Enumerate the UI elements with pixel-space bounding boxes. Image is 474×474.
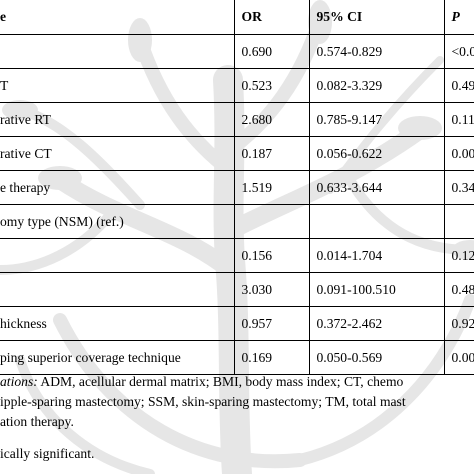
header-ci: 95% CI [308, 0, 444, 35]
table-footnote: ations: ADM, acellular dermal matrix; BM… [0, 372, 474, 464]
row-variable: rative CT [0, 136, 234, 171]
header-or: OR [233, 0, 309, 35]
table-row: e therapy 1.519 0.633-3.644 0.34 [0, 170, 474, 205]
footnote-line: ipple-sparing mastectomy; SSM, skin-spar… [0, 394, 406, 409]
row-or: 0.957 [233, 306, 309, 341]
table-row: omy type (NSM) (ref.) [0, 204, 474, 239]
row-p: 0.00 [443, 136, 474, 171]
table-row: hickness 0.957 0.372-2.462 0.92 [0, 306, 474, 341]
row-ci: 0.082-3.329 [308, 68, 444, 103]
row-p: 0.12 [443, 238, 474, 273]
row-variable: ping superior coverage technique [0, 340, 234, 375]
footnote-line: ation therapy. [0, 414, 74, 429]
row-or: 0.187 [233, 136, 309, 171]
row-ci: 0.014-1.704 [308, 238, 444, 273]
table-row: 0.690 0.574-0.829 <0.0 [0, 34, 474, 69]
abbreviations-label: ations: [0, 374, 38, 389]
row-or: 0.156 [233, 238, 309, 273]
row-or [233, 204, 309, 239]
row-variable: hickness [0, 306, 234, 341]
row-or: 1.519 [233, 170, 309, 205]
row-ci: 0.574-0.829 [308, 34, 444, 69]
footnote-line: ations: ADM, acellular dermal matrix; BM… [0, 372, 474, 392]
row-p [443, 204, 474, 239]
row-or: 0.690 [233, 34, 309, 69]
row-variable: rative RT [0, 102, 234, 137]
header-variable: e [0, 0, 234, 35]
row-ci: 0.056-0.622 [308, 136, 444, 171]
row-variable: T [0, 68, 234, 103]
row-variable [0, 34, 234, 69]
table-row: 3.030 0.091-100.510 0.48 [0, 272, 474, 307]
row-variable [0, 238, 234, 273]
table-row: rative CT 0.187 0.056-0.622 0.00 [0, 136, 474, 171]
table-row: T 0.523 0.082-3.329 0.49 [0, 68, 474, 103]
regression-results-table: e OR 95% CI P 0.690 0.574-0.829 <0.0 T 0… [0, 0, 474, 375]
row-p: 0.34 [443, 170, 474, 205]
row-variable: omy type (NSM) (ref.) [0, 204, 234, 239]
row-ci: 0.633-3.644 [308, 170, 444, 205]
row-or: 2.680 [233, 102, 309, 137]
row-ci: 0.372-2.462 [308, 306, 444, 341]
row-p: 0.48 [443, 272, 474, 307]
row-ci: 0.785-9.147 [308, 102, 444, 137]
row-ci: 0.050-0.569 [308, 340, 444, 375]
row-or: 0.523 [233, 68, 309, 103]
row-p: 0.49 [443, 68, 474, 103]
table-row: ping superior coverage technique 0.169 0… [0, 340, 474, 375]
row-or: 3.030 [233, 272, 309, 307]
row-p: <0.0 [443, 34, 474, 69]
table-row: rative RT 2.680 0.785-9.147 0.11 [0, 102, 474, 137]
row-p: 0.00 [443, 340, 474, 375]
row-variable: e therapy [0, 170, 234, 205]
row-variable [0, 272, 234, 307]
results-table-container: e OR 95% CI P 0.690 0.574-0.829 <0.0 T 0… [0, 0, 474, 375]
row-or: 0.169 [233, 340, 309, 375]
significance-note: ically significant. [0, 446, 95, 461]
header-p: P [443, 0, 474, 35]
table-row: 0.156 0.014-1.704 0.12 [0, 238, 474, 273]
row-p: 0.92 [443, 306, 474, 341]
row-ci: 0.091-100.510 [308, 272, 444, 307]
row-p: 0.11 [443, 102, 474, 137]
row-ci [308, 204, 444, 239]
table-header-row: e OR 95% CI P [0, 0, 474, 35]
footnote-text: ADM, acellular dermal matrix; BMI, body … [37, 374, 404, 389]
